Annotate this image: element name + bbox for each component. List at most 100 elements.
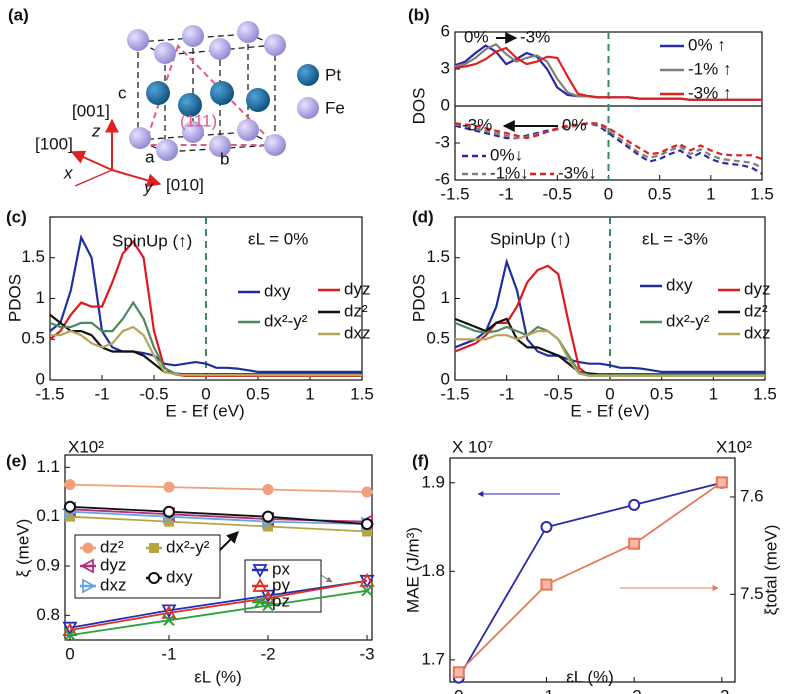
legend-label: dz² xyxy=(100,537,124,556)
legend-label: Fe xyxy=(325,98,345,117)
annotation: εL = 0% xyxy=(248,229,308,248)
marker xyxy=(540,521,553,534)
x-tick-label: 1 xyxy=(706,184,715,203)
panel-label: (f) xyxy=(412,451,429,470)
legend-label: pz xyxy=(272,591,290,610)
y-tick-label: 0 xyxy=(36,369,45,388)
marker xyxy=(361,584,373,597)
x-axis-label: εL (%) xyxy=(194,667,242,686)
y-tick-label: 6 xyxy=(441,21,450,40)
annotation: X 10⁷ xyxy=(452,437,493,456)
legend-marker xyxy=(80,558,94,574)
y-tick-label: 1 xyxy=(441,288,450,307)
series-line xyxy=(69,579,368,631)
direction-label: [010] xyxy=(166,175,204,194)
legend-label: -1%↓ xyxy=(490,163,529,182)
x-tick-label: -3 xyxy=(359,644,374,663)
marker xyxy=(628,498,641,511)
y-tick-label: 0.5 xyxy=(21,329,45,348)
y-tick-label: 0.5 xyxy=(426,329,450,348)
x-tick-label: 0 xyxy=(604,184,613,203)
legend-label: 0%↓ xyxy=(490,145,523,164)
x-tick-label: -3 xyxy=(714,686,729,694)
y-tick-label: 3 xyxy=(441,58,450,77)
legend-marker xyxy=(82,578,96,594)
x-tick-label: 0 xyxy=(65,644,74,663)
y-axis-label: DOS xyxy=(409,88,428,125)
axis-label: y xyxy=(143,177,154,196)
y2-axis-label: ξtotal (meV) xyxy=(761,525,780,616)
y2-tick-label: 7.6 xyxy=(740,486,764,505)
y-tick-label: 1.5 xyxy=(21,247,45,266)
y-axis-label: PDOS xyxy=(409,274,428,322)
series-line xyxy=(454,122,763,175)
marker xyxy=(361,486,373,498)
plane-label: (111) xyxy=(180,111,217,130)
y-tick-label: -3 xyxy=(435,132,450,151)
lattice-label: b xyxy=(220,149,229,168)
x-tick-label: -2 xyxy=(627,686,642,694)
y-tick-label: 0.8 xyxy=(36,605,60,624)
legend-label: dx²-y² xyxy=(264,311,308,330)
series-line xyxy=(458,481,723,679)
marker xyxy=(163,614,175,626)
lattice-label: c xyxy=(118,83,127,102)
series-line xyxy=(454,46,762,101)
x-tick-label: -2 xyxy=(260,644,275,663)
x-axis-label: εL (%) xyxy=(566,667,614,686)
marker xyxy=(162,505,175,518)
series-line xyxy=(69,589,368,636)
series-line xyxy=(454,257,765,373)
x-tick-label: -1 xyxy=(94,384,109,403)
x-tick-label: 0 xyxy=(201,384,210,403)
legend-label: -1% ↑ xyxy=(688,59,731,78)
marker xyxy=(262,510,275,523)
x-tick-label: 0.5 xyxy=(648,184,672,203)
y-tick-label: 1 xyxy=(36,288,45,307)
marker xyxy=(361,518,374,531)
legend-label: dxz xyxy=(744,323,770,342)
marker xyxy=(362,526,373,537)
marker xyxy=(452,666,465,679)
marker xyxy=(64,511,75,522)
legend-marker xyxy=(254,596,266,608)
x-tick-label: 0 xyxy=(454,686,463,694)
plot-frame xyxy=(449,457,736,683)
series-line xyxy=(50,325,362,377)
legend-marker xyxy=(252,564,268,578)
x-tick-label: -1 xyxy=(499,384,514,403)
x-axis-label: E - Ef (eV) xyxy=(165,401,244,420)
y-tick-label: 1.7 xyxy=(421,649,445,668)
x-tick-label: -1 xyxy=(161,644,176,663)
x-tick-label: -1.5 xyxy=(35,384,64,403)
panel-label: (d) xyxy=(412,207,434,226)
y-axis-label: MAE (J/m³) xyxy=(403,527,422,613)
legend-label: py xyxy=(272,575,290,594)
annotation: SpinUp (↑) xyxy=(112,231,192,250)
legend-label: dxy xyxy=(166,567,193,586)
legend-marker xyxy=(149,543,159,553)
y2-tick-label: 7.5 xyxy=(740,584,764,603)
marker xyxy=(163,516,174,527)
annotation: 0% xyxy=(562,115,587,134)
annotation: X10² xyxy=(716,437,752,456)
x-tick-label: 1 xyxy=(709,384,718,403)
x-tick-label: 1 xyxy=(305,384,314,403)
x-tick-label: -0.5 xyxy=(139,384,168,403)
legend-label: -3%↓ xyxy=(558,163,597,182)
series-line xyxy=(455,330,765,377)
marker xyxy=(263,521,274,532)
annotation: X10² xyxy=(68,437,104,456)
y-tick-label: 0.1 xyxy=(36,506,60,525)
y-tick-label: 1.8 xyxy=(421,561,445,580)
x-tick-label: 1.5 xyxy=(350,384,374,403)
series-line xyxy=(454,122,763,161)
legend-label: dyz xyxy=(344,279,370,298)
x-tick-label: -1.5 xyxy=(440,384,469,403)
marker xyxy=(540,578,553,591)
series-line xyxy=(69,579,368,629)
y-axis-label: ξ (meV) xyxy=(13,519,32,578)
y-tick-label: -6 xyxy=(435,169,450,188)
marker xyxy=(628,537,641,550)
legend-label: 0% ↑ xyxy=(688,35,726,54)
